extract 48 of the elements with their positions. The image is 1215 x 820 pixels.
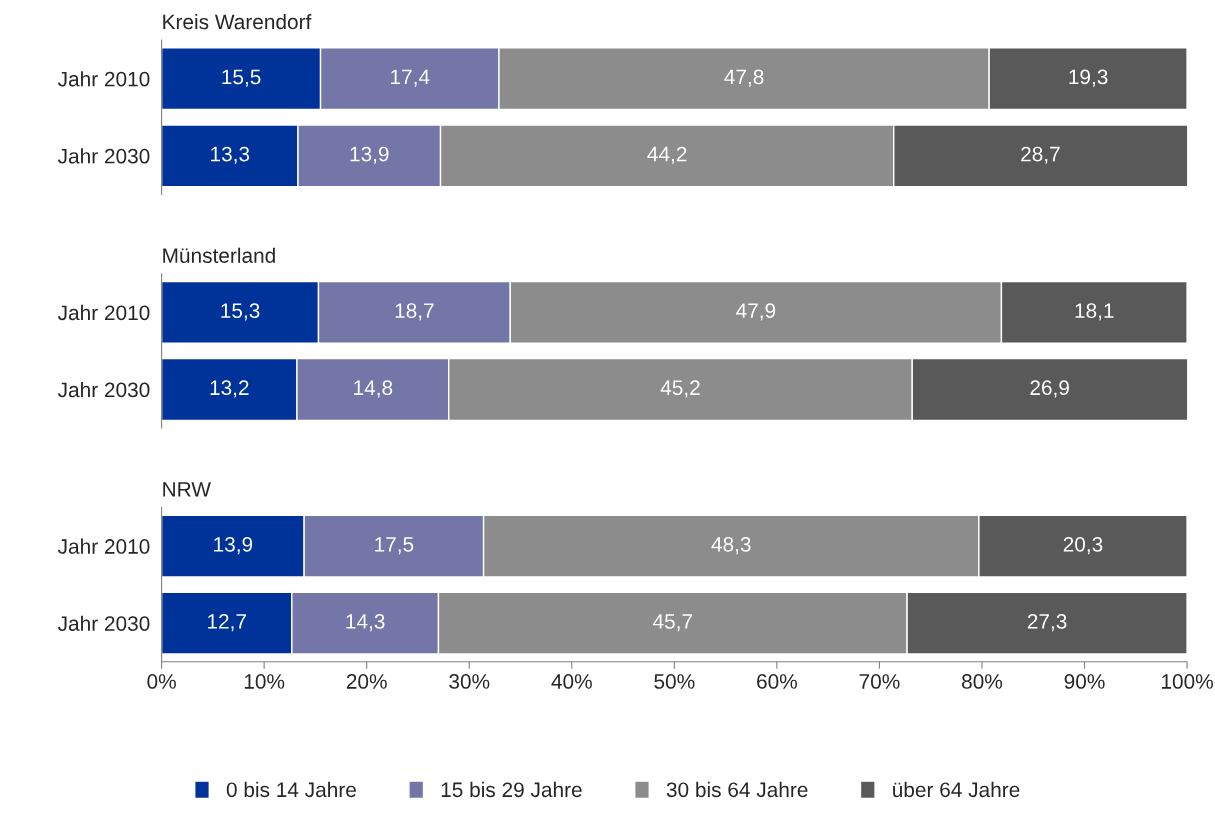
- y-tick-label: Jahr 2010: [57, 71, 150, 87]
- data-label: 18,1: [1075, 303, 1114, 321]
- data-label: 15,5: [222, 69, 261, 87]
- x-tick-label: 0%: [147, 674, 176, 689]
- x-tick-label: 80%: [962, 674, 1003, 689]
- data-label: 19,3: [1069, 69, 1108, 87]
- x-tick-label: 60%: [757, 674, 797, 689]
- data-label: 28,7: [1021, 146, 1060, 164]
- chart-title: Kreis Warendorf: [163, 13, 312, 30]
- data-label: 18,7: [395, 303, 434, 321]
- y-tick-label: Jahr 2010: [57, 304, 150, 321]
- data-label: 13,3: [211, 146, 250, 164]
- x-tick-label: 40%: [551, 674, 592, 689]
- y-tick-label: Jahr 2030: [57, 615, 150, 631]
- data-label: 14,8: [354, 380, 393, 398]
- data-label: 13,9: [214, 536, 253, 555]
- y-tick-label: Jahr 2010: [57, 538, 150, 554]
- y-tick-label: Jahr 2030: [57, 148, 150, 164]
- data-label: 17,5: [375, 537, 414, 555]
- data-label: 27,3: [1027, 614, 1067, 632]
- legend-label: 15 bis 29 Jahre: [441, 781, 582, 798]
- legend-label: 30 bis 64 Jahre: [666, 781, 808, 798]
- data-label: 47,9: [736, 303, 776, 321]
- chart-title: Münsterland: [163, 247, 275, 263]
- data-label: 20,3: [1063, 536, 1103, 555]
- data-label: 14,3: [346, 614, 385, 632]
- data-label: 15,3: [221, 303, 260, 321]
- data-label: 47,8: [724, 69, 764, 87]
- data-label: 45,2: [660, 380, 700, 398]
- data-label: 26,9: [1030, 380, 1069, 398]
- data-label: 17,4: [391, 69, 430, 87]
- x-tick-label: 10%: [244, 674, 285, 689]
- legend-label: 0 bis 14 Jahre: [226, 781, 356, 798]
- x-tick-label: 20%: [346, 674, 387, 689]
- data-label: 48,3: [711, 536, 751, 555]
- legend-label: über 64 Jahre: [893, 781, 1020, 798]
- data-label: 44,2: [647, 146, 687, 164]
- x-tick-label: 30%: [449, 674, 490, 689]
- data-label: 13,9: [350, 146, 389, 164]
- data-label: 13,2: [210, 380, 249, 398]
- data-label: 12,7: [208, 614, 246, 632]
- x-tick-label: 50%: [654, 674, 695, 689]
- x-tick-label: 70%: [859, 674, 900, 689]
- x-tick-label: 100%: [1162, 674, 1213, 689]
- chart-title: NRW: [163, 482, 211, 497]
- data-label: 45,7: [652, 614, 693, 632]
- x-tick-label: 90%: [1064, 674, 1105, 689]
- y-tick-label: Jahr 2030: [57, 381, 150, 398]
